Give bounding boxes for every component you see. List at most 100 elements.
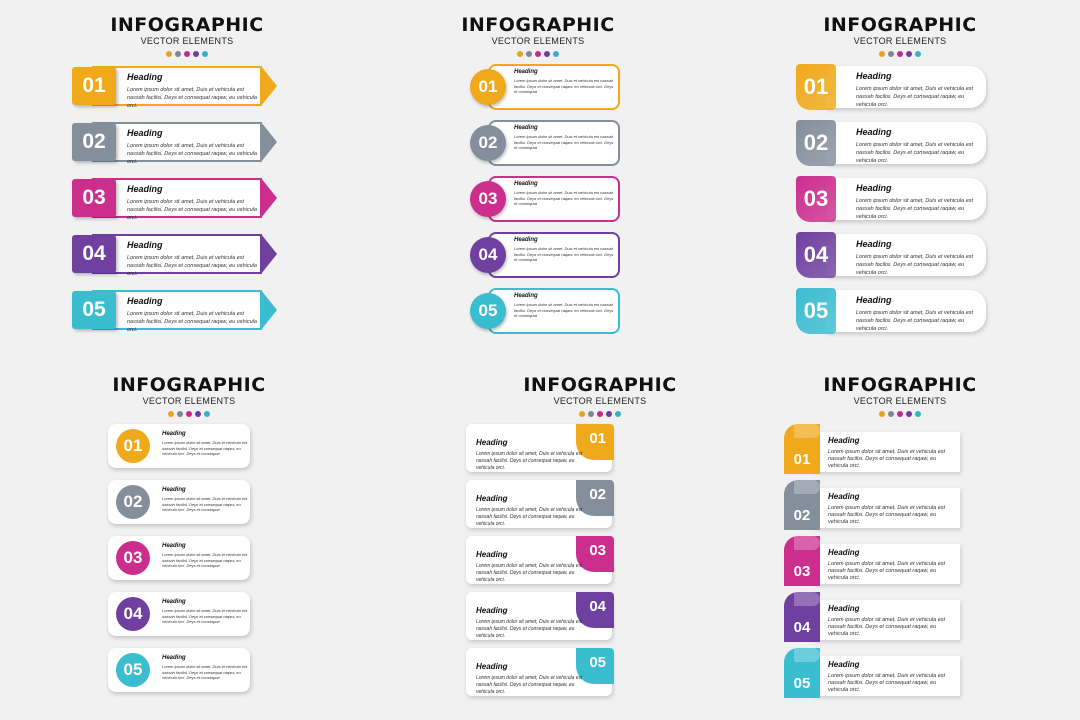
page-curl-icon xyxy=(794,424,820,438)
step-text: Heading Lorem ipsum dolor sit amet, Duis … xyxy=(856,295,984,333)
step-number-badge: 03 xyxy=(470,181,506,217)
step-number-badge: 01 xyxy=(796,64,836,110)
step-text: Heading Lorem ipsum dolor sit amet, Duis … xyxy=(127,72,257,110)
arrow-tip-icon xyxy=(261,290,277,330)
step-description: Lorem ipsum dolor sit amet, Duis et vehi… xyxy=(856,198,974,220)
infographic-panel-c: INFOGRAPHIC VECTOR ELEMENTS 01 Heading Lorem… xyxy=(796,6,1036,356)
page-curl-icon xyxy=(794,592,820,606)
step-heading: Heading xyxy=(127,72,163,82)
step-card xyxy=(826,66,986,108)
step-row: 04 Heading Lorem ipsum dolor sit amet. Dui… xyxy=(108,592,348,642)
step-number: 05 xyxy=(793,675,811,692)
step-description: Lorem ipsum dolor sit amet, Duis et vehi… xyxy=(127,199,257,221)
step-text: Heading Lorem ipsum dolor sit amet, Duis … xyxy=(856,127,984,165)
step-row: 03 Heading Lorem ipsum dolor sit amet, Dui… xyxy=(784,536,1024,586)
panel-header: INFOGRAPHIC VECTOR ELEMENTS xyxy=(69,374,309,417)
step-row: 03 Heading Lorem ipsum dolor sit amet. Dui… xyxy=(108,536,348,586)
infographic-panel-b: INFOGRAPHIC VECTOR ELEMENTS 01 Heading Lorem… xyxy=(461,6,710,356)
step-number-badge: 05 xyxy=(470,293,506,329)
panel-header: INFOGRAPHIC VECTOR ELEMENTS xyxy=(780,14,1020,57)
color-dots xyxy=(418,51,658,57)
step-row: 01 Heading Lorem ipsum dolor sit amet, Dui… xyxy=(784,424,1024,474)
step-row: 01 Heading Lorem ipsum dolor sit amet, Dui… xyxy=(72,64,312,114)
step-text: Heading Lorem ipsum dolor sit amet, Duis … xyxy=(127,128,257,166)
step-row: 02 Heading Lorem ipsum dolor sit amet, Dui… xyxy=(72,120,312,170)
step-row: 05 Heading Lorem ipsum dolor sit amet, Dui… xyxy=(784,648,1024,698)
step-number-badge: 01 xyxy=(116,429,150,463)
step-description: Lorem ipsum dolor sit amet, Duis et vehi… xyxy=(127,143,257,165)
panel-title: INFOGRAPHIC xyxy=(110,14,264,36)
step-number-tab: 01 xyxy=(784,424,820,474)
step-row: 05 Heading Lorem ipsum dolor sit amet, Dui… xyxy=(72,288,312,338)
color-dots xyxy=(67,51,307,57)
step-card xyxy=(488,64,620,110)
color-dot xyxy=(184,51,190,57)
panel-subtitle: VECTOR ELEMENTS xyxy=(142,396,236,406)
step-text: Heading Lorem ipsum dolor sit amet, Duis … xyxy=(127,184,257,222)
color-dot xyxy=(879,51,885,57)
step-heading: Heading xyxy=(828,660,860,669)
infographic-panel-a: INFOGRAPHIC VECTOR ELEMENTS 01 Heading Lorem… xyxy=(72,6,312,356)
step-heading: Heading xyxy=(162,487,186,493)
step-row: 01 Heading Lorem ipsum dolor sit amet, Dui… xyxy=(466,424,706,474)
step-description: Lorem ipsum dolor sit amet, Duis et vehi… xyxy=(476,619,583,639)
step-number-badge: 02 xyxy=(116,485,150,519)
step-number-badge: 04 xyxy=(470,237,506,273)
step-text: Heading Lorem ipsum dolor sit amet, Duis … xyxy=(828,436,956,470)
color-dot xyxy=(915,51,921,57)
color-dot xyxy=(168,411,174,417)
panel-subtitle: VECTOR ELEMENTS xyxy=(553,396,647,406)
step-number-badge: 01 xyxy=(470,69,506,105)
step-number-tab: 02 xyxy=(784,480,820,530)
step-heading: Heading xyxy=(127,296,163,306)
step-description: Lorem ipsum dolor sit amet, Duis et vehi… xyxy=(476,507,583,527)
page-curl-icon xyxy=(794,536,820,550)
step-text: Heading Lorem ipsum dolor sit amet. Duis … xyxy=(514,68,614,95)
step-number-tab: 03 xyxy=(784,536,820,586)
step-heading: Heading xyxy=(127,240,163,250)
step-number-badge: 03 xyxy=(116,541,150,575)
step-text: Heading Lorem ipsum dolor sit amet, Duis … xyxy=(828,492,956,526)
step-description: Lorem ipsum dolor sit amet, Duis et vehi… xyxy=(127,255,257,277)
step-row: 01 Heading Lorem ipsum dolor sit amet. Dui… xyxy=(108,424,348,474)
infographic-panel-e: INFOGRAPHIC VECTOR ELEMENTS 01 Heading Lorem… xyxy=(466,366,706,716)
step-description: Lorem ipsum dolor sit amet. Duis et vehi… xyxy=(162,496,248,512)
step-number-badge: 02 xyxy=(72,123,116,161)
panel-header: INFOGRAPHIC VECTOR ELEMENTS xyxy=(67,14,307,57)
step-heading: Heading xyxy=(856,127,892,137)
step-heading: Heading xyxy=(127,184,163,194)
step-heading: Heading xyxy=(162,655,186,661)
color-dot xyxy=(888,411,894,417)
step-row: 01 Heading Lorem ipsum dolor sit amet, Dui… xyxy=(796,64,1036,114)
step-heading: Heading xyxy=(476,550,508,559)
step-number: 03 xyxy=(793,563,811,580)
step-heading: Heading xyxy=(162,431,186,437)
step-number-tab: 05 xyxy=(784,648,820,698)
step-row: 04 Heading Lorem ipsum dolor sit amet, Dui… xyxy=(72,232,312,282)
step-card xyxy=(826,234,986,276)
step-text: Heading Lorem ipsum dolor sit amet. Duis … xyxy=(162,598,250,625)
step-description: Lorem ipsum dolor sit amet, Duis et vehi… xyxy=(127,311,257,333)
step-number-badge: 03 xyxy=(72,179,116,217)
step-number-badge: 02 xyxy=(796,120,836,166)
step-description: Lorem ipsum dolor sit amet, Duis et vehi… xyxy=(856,310,974,332)
color-dots xyxy=(69,411,309,417)
arrow-tip-icon xyxy=(261,178,277,218)
step-row: 01 Heading Lorem ipsum dolor sit amet. Dui… xyxy=(470,64,710,114)
step-text: Heading Lorem ipsum dolor sit amet, Duis … xyxy=(828,604,956,638)
step-number-badge: 04 xyxy=(796,232,836,278)
step-card xyxy=(826,178,986,220)
step-heading: Heading xyxy=(856,71,892,81)
arrow-tip-icon xyxy=(261,234,277,274)
step-description: Lorem ipsum dolor sit amet, Duis et vehi… xyxy=(856,142,974,164)
panel-header: INFOGRAPHIC VECTOR ELEMENTS xyxy=(780,374,1020,417)
step-description: Lorem ipsum dolor sit amet, Duis et vehi… xyxy=(127,87,257,109)
step-text: Heading Lorem ipsum dolor sit amet, Duis … xyxy=(476,494,586,528)
step-row: 02 Heading Lorem ipsum dolor sit amet. Dui… xyxy=(470,120,710,170)
step-heading: Heading xyxy=(476,606,508,615)
step-row: 02 Heading Lorem ipsum dolor sit amet, Dui… xyxy=(466,480,706,530)
step-number: 04 xyxy=(793,619,811,636)
step-heading: Heading xyxy=(828,548,860,557)
panel-header: INFOGRAPHIC VECTOR ELEMENTS xyxy=(480,374,720,417)
page-curl-icon xyxy=(794,648,820,662)
